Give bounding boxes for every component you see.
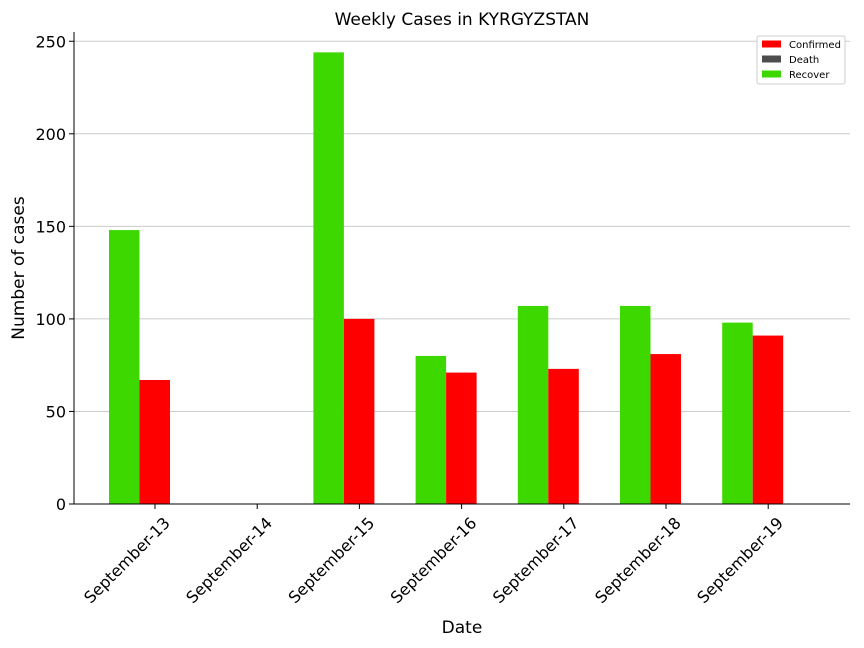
y-tick-label: 50 [46, 402, 66, 421]
bar-confirmed [446, 372, 477, 504]
bar-recover [722, 322, 753, 504]
bar-recover [313, 52, 344, 505]
bar-recover [109, 230, 140, 504]
bar-confirmed [343, 318, 375, 504]
legend-swatch [762, 40, 781, 48]
bar-confirmed [139, 379, 170, 504]
bar-recover [415, 355, 447, 504]
legend-label: Recover [789, 70, 830, 81]
legend-label: Death [789, 55, 819, 66]
x-tick-label: September-15 [285, 513, 379, 607]
legend-label: Confirmed [789, 40, 841, 51]
x-tick-label: September-16 [387, 513, 481, 607]
x-tick-label: September-17 [489, 513, 583, 607]
grid-lines [74, 40, 850, 412]
chart-title: Weekly Cases in KYRGYZSTAN [335, 10, 590, 30]
y-tick-label: 200 [35, 125, 66, 144]
bar-confirmed [548, 368, 579, 504]
x-axis-label: Date [442, 618, 483, 638]
bar-recover [517, 305, 549, 504]
legend-swatch [762, 70, 781, 78]
x-tick-label: September-13 [80, 513, 174, 607]
legend-swatch [762, 55, 781, 63]
x-tick-label: September-19 [693, 513, 787, 607]
x-ticks: September-13 September-14 September-15 Sept… [80, 504, 787, 607]
x-tick-label: September-14 [182, 513, 276, 607]
bar-confirmed [650, 354, 681, 504]
bar-recover [620, 305, 651, 504]
bar-confirmed [752, 335, 784, 504]
y-tick-label: 100 [35, 310, 66, 329]
y-ticks: 0 50 100 150 200 250 [35, 32, 74, 514]
y-tick-label: 250 [35, 32, 66, 51]
bars [109, 52, 784, 505]
y-axis-label: Number of cases [9, 196, 29, 340]
y-tick-label: 150 [35, 217, 66, 236]
legend: Confirmed Death Recover [756, 35, 846, 85]
y-tick-label: 0 [56, 495, 66, 514]
x-tick-label: September-18 [591, 513, 685, 607]
